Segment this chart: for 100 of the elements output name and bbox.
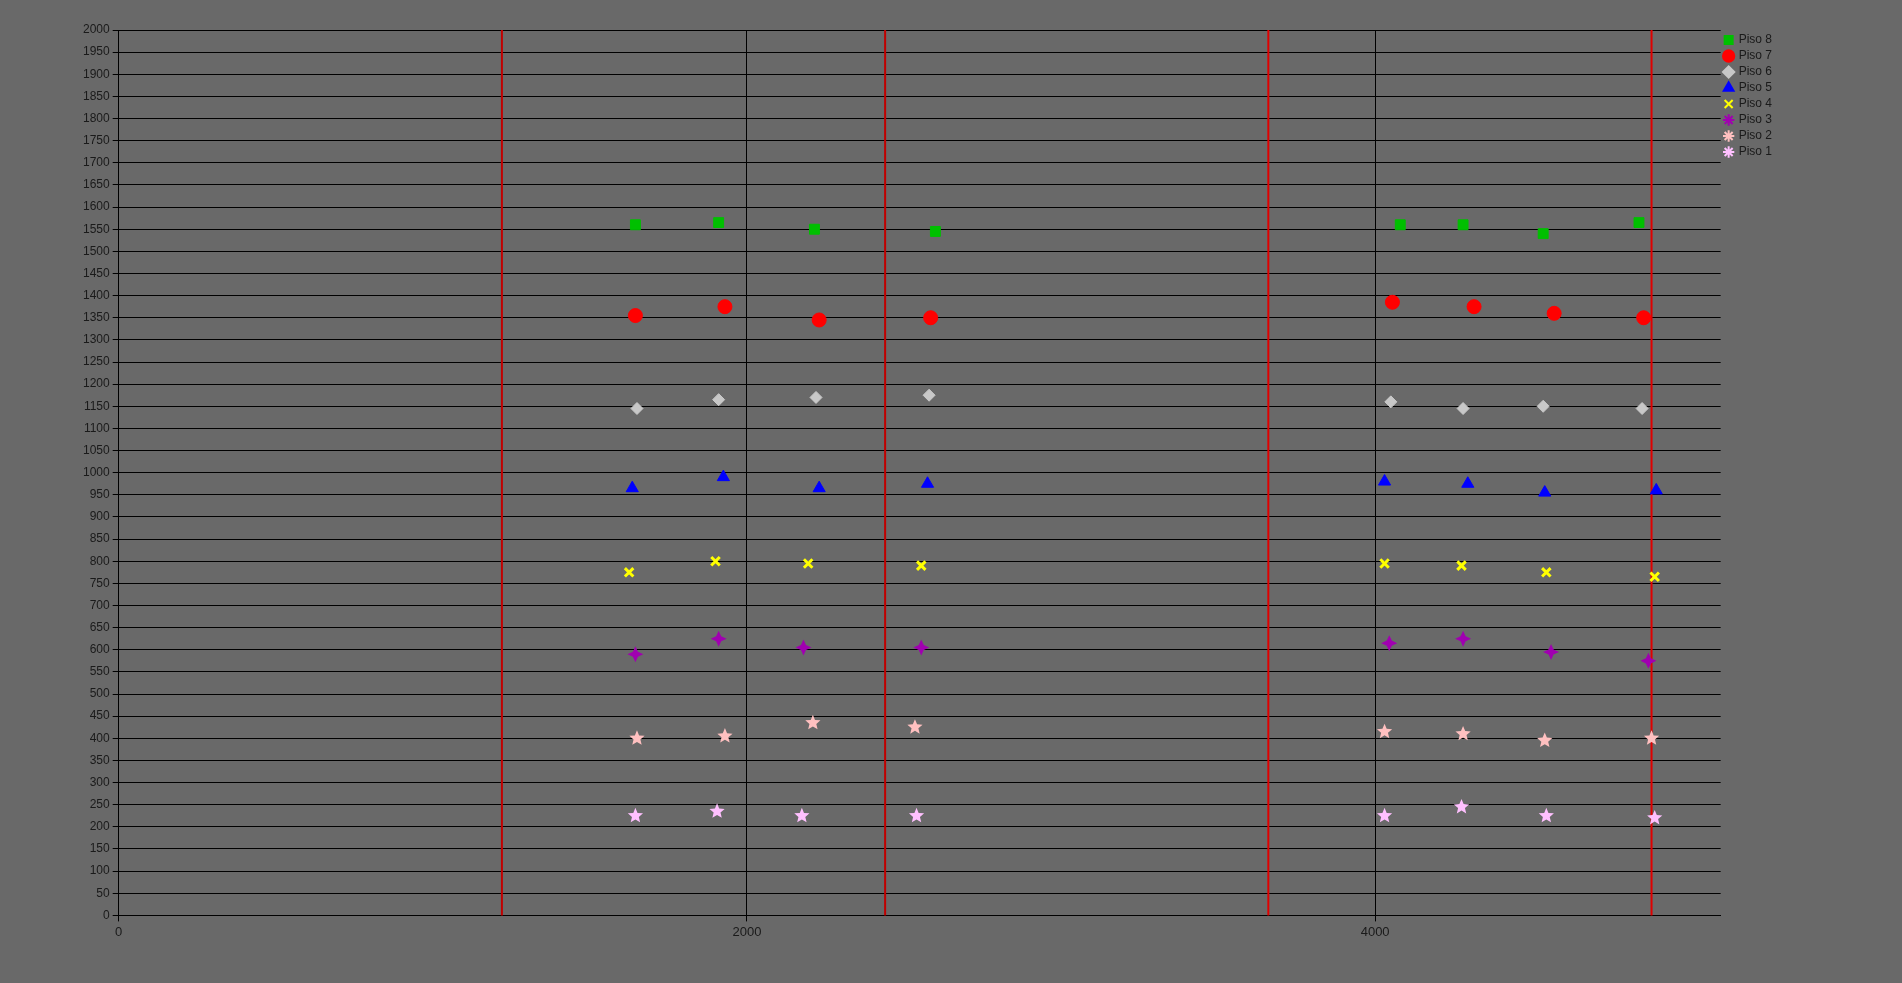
point: [1376, 723, 1393, 739]
y-tick-label: 1050: [82, 442, 111, 457]
x-tick-label: 4000: [1360, 923, 1390, 939]
y-tick-label: 900: [89, 509, 111, 524]
y-tick-label: 1550: [82, 221, 111, 236]
point: [712, 393, 726, 407]
y-tick-label: 850: [89, 531, 111, 546]
point: [1649, 482, 1663, 495]
point: [709, 803, 725, 818]
y-tick-label: 1350: [82, 310, 111, 325]
legend-label: Piso 2: [1738, 128, 1773, 143]
point: [1635, 402, 1649, 416]
y-tick-label: 250: [89, 797, 111, 812]
point: [1466, 299, 1482, 315]
point: [913, 639, 930, 656]
y-tick-label: 350: [89, 752, 111, 767]
point: [1455, 630, 1472, 647]
y-tick-label: 1900: [82, 66, 111, 81]
point: [1537, 228, 1549, 240]
y-tick-label: 950: [89, 487, 111, 502]
point: [629, 730, 645, 745]
point: [1633, 217, 1645, 229]
y-tick-label: 1500: [82, 243, 111, 258]
point: [1643, 730, 1660, 745]
point: [1537, 732, 1553, 748]
y-tick-label: 50: [96, 885, 111, 900]
point: [629, 219, 641, 231]
y-tick-label: 1950: [82, 44, 111, 59]
y-tick-label: 1600: [82, 199, 111, 214]
y-tick-label: 150: [89, 841, 111, 856]
point: [1394, 219, 1406, 231]
point: [1640, 652, 1657, 669]
y-tick-label: 2000: [82, 22, 111, 37]
point: [1538, 807, 1554, 823]
point: [630, 402, 644, 416]
point: [907, 719, 923, 734]
y-tick-label: 1250: [82, 354, 111, 369]
point: [1455, 725, 1471, 741]
point: [1384, 294, 1400, 310]
point: [1453, 798, 1470, 814]
point: [713, 217, 725, 229]
y-tick-label: 650: [89, 619, 111, 634]
y-tick-label: 800: [89, 553, 111, 568]
y-tick-label: 700: [89, 597, 111, 612]
point: [717, 728, 733, 743]
point: [795, 639, 812, 656]
point: [627, 308, 643, 324]
point: [1648, 570, 1661, 583]
y-tick-label: 1800: [82, 110, 111, 125]
point: [1378, 557, 1391, 570]
y-tick-label: 1700: [82, 155, 111, 170]
y-tick-label: 1750: [82, 132, 111, 147]
point: [1538, 485, 1552, 497]
point: [922, 388, 936, 402]
y-tick-label: 1400: [82, 287, 111, 302]
y-tick-label: 1000: [82, 465, 111, 480]
point: [1455, 559, 1468, 572]
legend-label: Piso 7: [1738, 48, 1773, 63]
y-tick-label: 1850: [82, 88, 111, 103]
point: [812, 480, 826, 493]
point: [809, 390, 823, 404]
point: [802, 557, 814, 570]
point: [794, 807, 810, 823]
point: [1376, 807, 1393, 823]
y-tick-label: 1650: [82, 177, 111, 192]
y-tick-label: 750: [89, 575, 111, 590]
point: [929, 225, 941, 237]
y-tick-label: 300: [89, 774, 111, 789]
y-tick-label: 1100: [83, 420, 111, 435]
y-tick-label: 1200: [82, 376, 111, 391]
legend-label: Piso 5: [1738, 80, 1773, 95]
point: [1546, 305, 1562, 321]
point: [920, 476, 935, 488]
point: [1540, 566, 1553, 579]
legend-label: Piso 6: [1738, 64, 1773, 79]
x-tick-label: 0: [115, 923, 123, 939]
y-tick-label: 400: [89, 730, 111, 745]
point: [805, 714, 821, 730]
y-tick-label: 600: [89, 642, 111, 657]
point: [1543, 643, 1560, 660]
y-tick-label: 550: [89, 664, 111, 679]
y-tick-label: 1450: [82, 265, 111, 280]
legend-label: Piso 3: [1738, 112, 1773, 127]
point: [627, 646, 644, 663]
legend-label: Piso 8: [1738, 32, 1773, 47]
point: [1461, 476, 1475, 488]
point: [623, 566, 635, 579]
point: [717, 299, 733, 315]
point: [923, 310, 939, 326]
point: [1384, 395, 1398, 409]
point: [627, 807, 644, 823]
point: [809, 223, 820, 235]
y-tick-label: 1150: [83, 398, 111, 413]
point: [1377, 474, 1392, 486]
y-tick-label: 500: [89, 686, 111, 701]
point: [1536, 399, 1550, 413]
point: [1457, 219, 1469, 231]
point: [710, 630, 727, 647]
y-tick-label: 1300: [82, 332, 111, 347]
point: [1456, 402, 1470, 416]
